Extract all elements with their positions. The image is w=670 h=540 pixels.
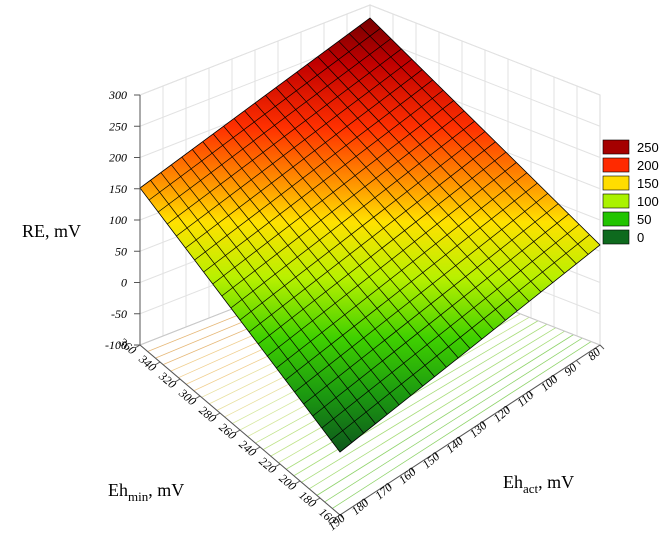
x-tick-label: 170 <box>372 480 395 502</box>
color-legend: 250 200 150 100 50 0 <box>602 139 659 245</box>
floor-contour <box>293 323 548 477</box>
x-tick-label: 90 <box>561 360 579 378</box>
z-tick-label: -50 <box>111 307 127 321</box>
legend-label: 200 <box>637 158 659 173</box>
legend-label: 250 <box>637 140 659 155</box>
y-tick-mark <box>294 480 301 485</box>
z-axis-title: RE, mV <box>22 221 81 241</box>
y-tick-mark <box>194 395 201 400</box>
y-tick-mark <box>254 446 261 451</box>
floor-contour <box>324 337 583 503</box>
y-tick-mark <box>134 344 141 349</box>
x-tick-mark <box>386 483 392 489</box>
x-tick-label: 150 <box>419 449 442 471</box>
floor-contour <box>332 341 592 509</box>
y-tick-mark <box>234 429 241 434</box>
y-tick-mark <box>214 412 221 417</box>
y-axis-title: Ehmin, mV <box>108 480 184 504</box>
x-tick-mark <box>576 360 581 365</box>
legend-label: 150 <box>637 176 659 191</box>
floor-contour <box>309 330 565 490</box>
mesh-line <box>285 182 538 381</box>
mesh-line <box>348 33 577 265</box>
x-tick-mark <box>434 452 439 458</box>
legend-swatch <box>602 229 630 245</box>
y-tick-mark <box>334 514 341 519</box>
x-tick-mark <box>363 499 368 504</box>
y-tick-label: 220 <box>256 454 279 476</box>
z-tick-label: 300 <box>108 88 127 102</box>
x-tick-label: 100 <box>538 372 561 394</box>
x-tick-label: 120 <box>490 403 513 425</box>
x-tick-label: 140 <box>443 434 466 456</box>
z-tick-label: -100 <box>105 338 127 352</box>
z-tick-label: 250 <box>109 119 127 133</box>
y-tick-label: 340 <box>136 351 160 374</box>
x-tick-mark <box>457 437 463 443</box>
legend-label: 50 <box>637 212 651 227</box>
legend-swatch <box>602 193 630 209</box>
x-tick-mark <box>410 468 416 473</box>
surface-mesh <box>148 25 590 443</box>
legend-label: 100 <box>637 194 659 209</box>
legend-swatch <box>602 139 630 155</box>
y-tick-label: 320 <box>156 368 180 391</box>
floor-contour <box>301 327 556 483</box>
mesh-line <box>294 193 548 393</box>
z-tick-label: 200 <box>109 151 127 165</box>
mesh-line <box>327 48 553 283</box>
y-tick-label: 280 <box>196 403 219 425</box>
y-tick-mark <box>314 497 321 502</box>
mesh-line <box>275 87 494 330</box>
mesh-line <box>286 79 506 321</box>
mesh-line <box>307 64 530 302</box>
x-tick-mark <box>552 375 558 381</box>
y-tick-mark <box>154 361 161 366</box>
mesh-line <box>267 162 517 357</box>
x-tick-mark <box>528 391 534 396</box>
mesh-line <box>330 234 590 441</box>
x-tick-label: 160 <box>396 465 419 487</box>
mesh-line <box>276 172 528 369</box>
mesh-line <box>296 71 518 312</box>
y-tick-label: 180 <box>296 488 319 510</box>
z-tick-label: 0 <box>121 276 127 290</box>
z-axis-ticks: -100 -50 0 50 100 150 200 250 300 <box>105 88 140 352</box>
mesh-line <box>317 56 542 293</box>
mesh-line <box>321 224 580 429</box>
x-tick-mark <box>505 406 510 412</box>
mesh-line <box>312 213 569 417</box>
x-tick-label: 180 <box>349 496 372 518</box>
mesh-line <box>338 40 565 274</box>
x-tick-mark <box>599 344 605 350</box>
y-tick-label: 260 <box>216 420 239 442</box>
y-tick-mark <box>174 378 181 383</box>
legend-label: 0 <box>637 230 644 245</box>
x-tick-label: 130 <box>467 418 490 440</box>
x-axis-title: Ehact, mV <box>503 472 574 496</box>
legend-swatch <box>602 175 630 191</box>
mesh-line <box>265 95 483 340</box>
x-tick-mark <box>481 421 487 427</box>
legend-swatch <box>602 211 630 227</box>
legend-swatch <box>602 157 630 173</box>
mesh-line <box>257 151 507 345</box>
y-tick-label: 300 <box>176 385 200 408</box>
floor-contour <box>316 334 574 496</box>
y-tick-mark <box>274 463 281 468</box>
y-tick-label: 240 <box>236 437 259 459</box>
response-surface <box>139 17 601 453</box>
z-tick-label: 50 <box>115 244 127 258</box>
mesh-line <box>248 141 496 333</box>
x-tick-mark <box>339 514 345 520</box>
z-tick-label: 100 <box>109 213 127 227</box>
mesh-line <box>303 203 559 405</box>
mesh-line <box>239 131 486 321</box>
x-tick-label: 80 <box>585 345 603 363</box>
mesh-line <box>359 25 589 255</box>
z-tick-label: 150 <box>109 182 127 196</box>
x-tick-label: 110 <box>514 388 536 410</box>
